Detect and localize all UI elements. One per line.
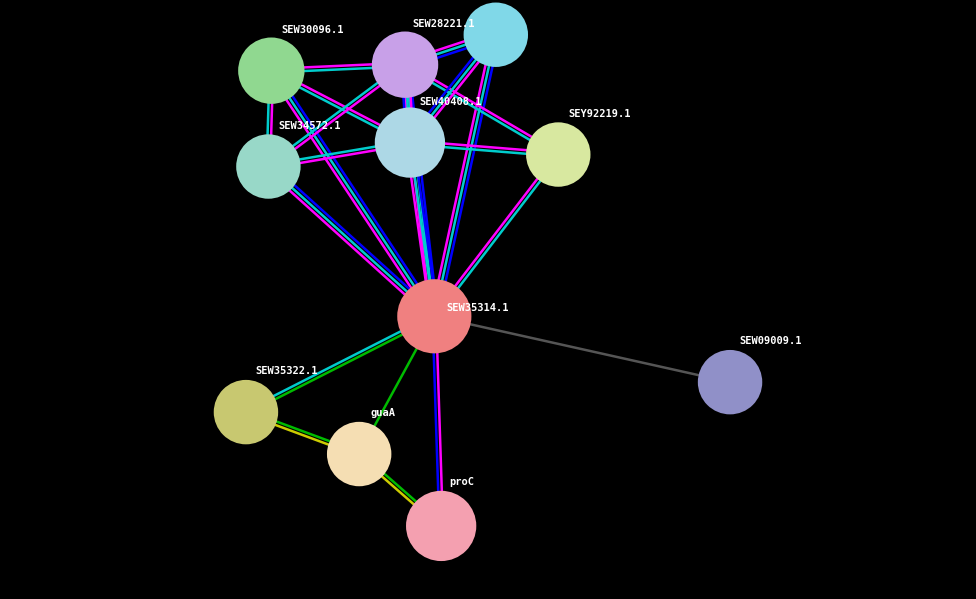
Ellipse shape: [236, 134, 301, 199]
Ellipse shape: [372, 32, 438, 98]
Text: SEW40408.1: SEW40408.1: [420, 96, 482, 107]
Ellipse shape: [406, 491, 476, 561]
Ellipse shape: [526, 122, 590, 187]
Text: SEW28221.1: SEW28221.1: [413, 19, 475, 29]
Ellipse shape: [238, 38, 305, 104]
Text: SEW35322.1: SEW35322.1: [256, 366, 318, 376]
Text: SEW30096.1: SEW30096.1: [281, 25, 344, 35]
Text: guaA: guaA: [371, 408, 396, 418]
Text: SEY92219.1: SEY92219.1: [568, 108, 630, 119]
Text: SEW09009.1: SEW09009.1: [740, 336, 802, 346]
Text: SEW35314.1: SEW35314.1: [446, 303, 508, 313]
Text: proC: proC: [449, 477, 474, 487]
Ellipse shape: [214, 380, 278, 444]
Ellipse shape: [375, 107, 445, 178]
Ellipse shape: [464, 2, 528, 67]
Ellipse shape: [397, 279, 471, 353]
Text: SEW34572.1: SEW34572.1: [278, 120, 341, 131]
Ellipse shape: [698, 350, 762, 415]
Ellipse shape: [327, 422, 391, 486]
